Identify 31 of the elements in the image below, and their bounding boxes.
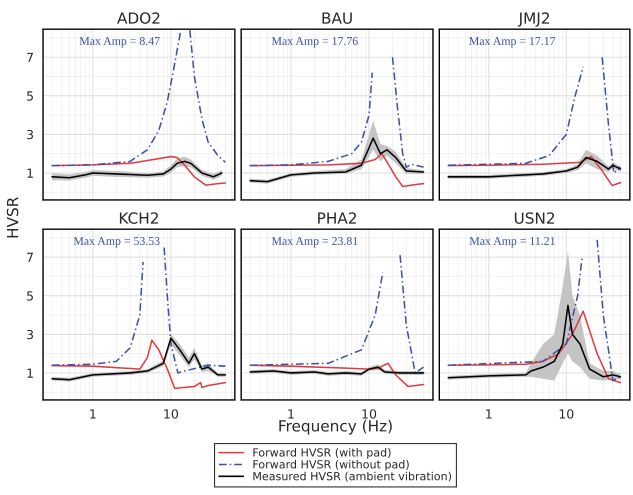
annotation: Max Amp = 17.17 xyxy=(469,37,556,48)
y-tick-label: 5 xyxy=(27,91,33,101)
y-tick-label: 5 xyxy=(27,291,33,301)
x-axis-title: Frequency (Hz) xyxy=(279,420,392,435)
annotation: Max Amp = 23.81 xyxy=(272,236,358,248)
y-tick-label: 1 xyxy=(27,368,33,378)
x-tick-label: 1 xyxy=(288,409,294,418)
x-tick-label: 1 xyxy=(486,409,492,418)
x-tick-label: 10 xyxy=(560,409,574,419)
annotation: Max Amp = 8.47 xyxy=(80,37,160,48)
x-tick-label: 10 xyxy=(164,409,178,419)
y-tick-label: 7 xyxy=(27,52,33,62)
x-tick-label: 1 xyxy=(90,409,96,418)
y-axis-title: HVSR xyxy=(6,197,18,238)
annotation: Max Amp = 53.53 xyxy=(74,237,160,248)
annotation: Max Amp = 17.76 xyxy=(272,37,358,48)
x-tick-label: 10 xyxy=(362,409,376,419)
chart-title: KCH2 xyxy=(120,212,158,224)
y-tick-label: 7 xyxy=(27,252,33,262)
y-tick-label: 1 xyxy=(27,168,33,178)
chart-title: BAU xyxy=(322,12,352,24)
chart-title: PHA2 xyxy=(318,212,356,224)
legend-label: Forward HVSR (with pad) xyxy=(253,448,391,459)
chart-title: ADO2 xyxy=(117,12,160,24)
y-tick-label: 3 xyxy=(27,130,34,140)
legend-label: Measured HVSR (ambient vibration) xyxy=(253,472,452,482)
chart-title: USN2 xyxy=(514,212,554,224)
chart-title: JMJ2 xyxy=(518,12,549,27)
y-tick-label: 3 xyxy=(27,330,34,340)
annotation: Max Amp = 11.21 xyxy=(470,237,555,248)
legend-label: Forward HVSR (without pad) xyxy=(253,460,409,471)
